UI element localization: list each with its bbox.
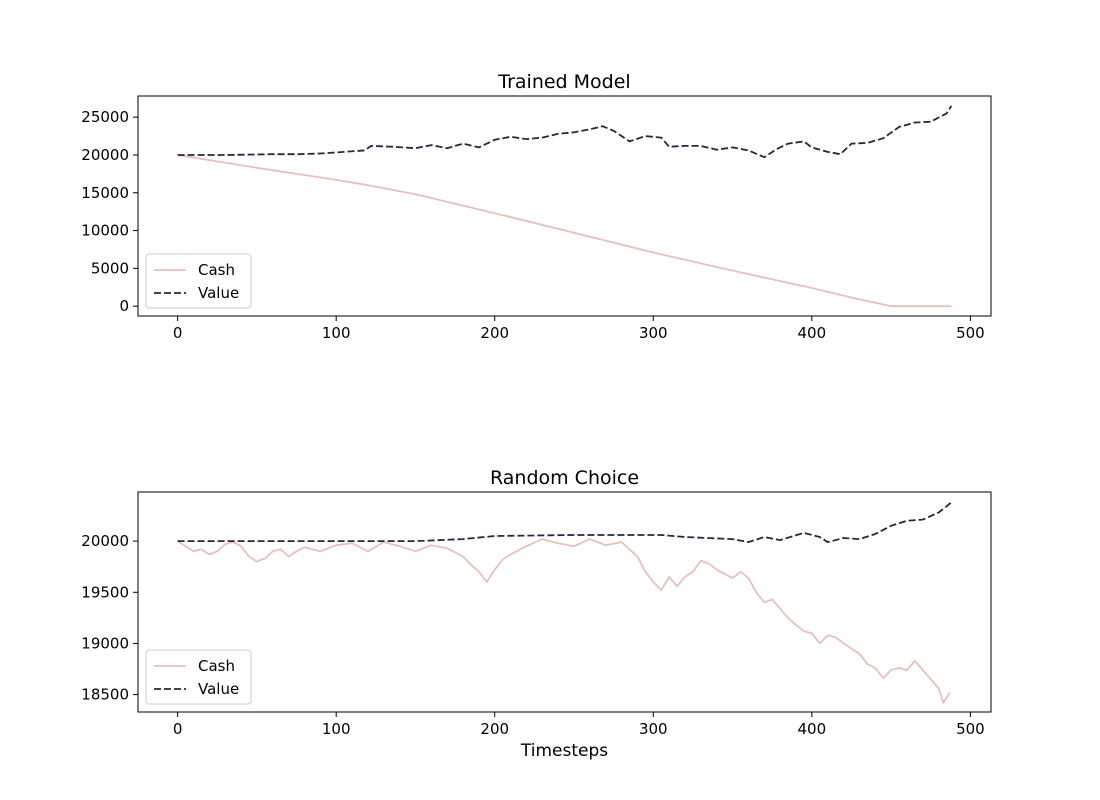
series-line-value bbox=[177, 501, 952, 543]
legend-label-cash: Cash bbox=[198, 261, 235, 279]
y-tick-label: 20000 bbox=[81, 146, 129, 164]
plot-frame bbox=[137, 95, 992, 317]
legend: Cash Value bbox=[145, 649, 252, 705]
chart-title: Trained Model bbox=[497, 71, 630, 93]
y-tick-label: 19500 bbox=[81, 583, 129, 601]
x-tick-label: 100 bbox=[322, 720, 351, 738]
x-tick-label: 400 bbox=[798, 324, 827, 342]
x-tick-label: 500 bbox=[956, 324, 985, 342]
x-tick-label: 500 bbox=[956, 720, 985, 738]
y-tick-label: 25000 bbox=[81, 108, 129, 126]
x-tick-label: 400 bbox=[798, 720, 827, 738]
legend-label-value: Value bbox=[198, 284, 239, 302]
x-tick-label: 0 bbox=[173, 324, 183, 342]
series-line-cash bbox=[177, 154, 952, 308]
y-tick-label: 15000 bbox=[81, 184, 129, 202]
x-tick-label: 0 bbox=[173, 720, 183, 738]
y-tick-label: 19000 bbox=[81, 634, 129, 652]
legend-label-cash: Cash bbox=[198, 657, 235, 675]
legend-box bbox=[145, 253, 252, 309]
x-tick-label: 300 bbox=[639, 720, 668, 738]
y-tick-label: 5000 bbox=[91, 259, 129, 277]
y-tick-label: 20000 bbox=[81, 532, 129, 550]
y-tick-label: 0 bbox=[119, 297, 129, 315]
series-line-value bbox=[177, 105, 953, 159]
chart-title: Random Choice bbox=[490, 467, 639, 489]
series-line-cash bbox=[177, 538, 951, 704]
x-tick-label: 200 bbox=[480, 324, 509, 342]
legend-box bbox=[145, 649, 252, 705]
x-tick-label: 100 bbox=[322, 324, 351, 342]
x-tick-label: 200 bbox=[480, 720, 509, 738]
x-tick-label: 300 bbox=[639, 324, 668, 342]
legend: Cash Value bbox=[145, 253, 252, 309]
plot-frame bbox=[137, 491, 992, 713]
chart-2: Random Choice 0 100 200 300 400 500 18500 19000 1… bbox=[81, 467, 992, 761]
y-tick-label: 10000 bbox=[81, 222, 129, 240]
legend-label-value: Value bbox=[198, 680, 239, 698]
x-axis-label: Timesteps bbox=[520, 741, 608, 761]
y-tick-label: 18500 bbox=[81, 686, 129, 704]
